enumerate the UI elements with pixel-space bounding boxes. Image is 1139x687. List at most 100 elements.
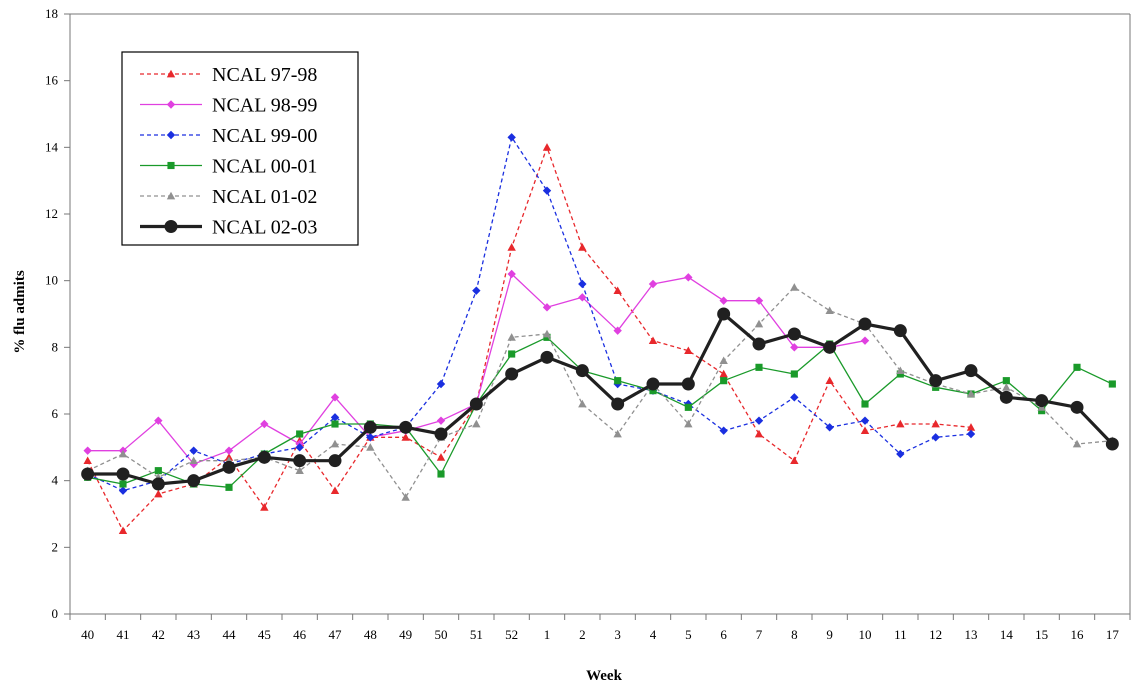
data-point-ncal-02-03 [999, 390, 1013, 404]
data-point-ncal-00-01 [508, 350, 516, 358]
data-point-ncal-98-99 [648, 279, 658, 289]
data-point-ncal-02-03 [81, 467, 95, 481]
x-tick-label: 45 [258, 627, 271, 642]
data-point-ncal-98-99 [613, 326, 622, 335]
data-point-ncal-02-03 [1105, 437, 1119, 451]
data-point-ncal-01-02 [684, 419, 693, 428]
x-tick-label: 51 [470, 627, 483, 642]
x-tick-label: 7 [756, 627, 763, 642]
legend-label-ncal-99-00: NCAL 99-00 [212, 125, 317, 147]
x-tick-label: 3 [614, 627, 621, 642]
series-ncal-98-99 [83, 269, 870, 469]
legend-label-ncal-01-02: NCAL 01-02 [212, 186, 317, 208]
data-point-ncal-97-98 [578, 243, 587, 251]
x-axis: 40 41 42 43 44 45 46 47 48 49 50 51 52 1 2 3 4 5 6 7 8 9 10 11 1… [69, 614, 1131, 642]
data-point-ncal-00-01 [119, 480, 127, 488]
data-point-ncal-02-03 [717, 307, 731, 321]
x-tick-label: 6 [720, 627, 727, 642]
legend-label-ncal-02-03: NCAL 02-03 [212, 217, 317, 239]
x-tick-label: 44 [223, 627, 237, 642]
x-tick-label: 46 [293, 627, 307, 642]
data-point-ncal-00-01 [861, 400, 869, 408]
data-point-ncal-01-02 [825, 306, 834, 315]
y-tick-label: 2 [52, 539, 59, 554]
data-point-ncal-97-98 [825, 376, 834, 385]
data-point-ncal-02-03 [257, 450, 271, 464]
data-point-ncal-98-99 [260, 419, 269, 429]
data-point-ncal-97-98 [860, 426, 870, 435]
data-point-ncal-00-01 [790, 370, 798, 378]
data-point-ncal-00-01 [614, 377, 622, 385]
x-tick-label: 11 [894, 627, 907, 642]
legend-swatch-marker-ncal-01-02 [166, 191, 176, 200]
data-point-ncal-01-02 [472, 419, 481, 428]
data-point-ncal-00-01 [684, 403, 692, 411]
data-point-ncal-02-03 [363, 420, 377, 434]
data-point-ncal-02-03 [681, 377, 695, 391]
legend: NCAL 97-98 NCAL 98-99 NCAL 99-00 NCAL 00-01… [121, 51, 359, 246]
data-point-ncal-97-98 [931, 419, 940, 428]
data-point-ncal-97-98 [330, 486, 340, 495]
x-tick-label: 15 [1035, 627, 1048, 642]
data-point-ncal-97-98 [507, 243, 516, 251]
data-point-ncal-01-02 [401, 493, 410, 501]
legend-swatch-marker-ncal-00-01 [167, 161, 175, 170]
data-point-ncal-98-99 [754, 296, 764, 305]
data-point-ncal-99-00 [330, 413, 340, 422]
data-point-ncal-02-03 [222, 460, 236, 474]
legend-label-ncal-97-98: NCAL 97-98 [212, 64, 317, 86]
data-point-ncal-01-02 [790, 283, 799, 291]
data-point-ncal-02-03 [1035, 394, 1049, 408]
x-tick-label: 5 [685, 627, 692, 642]
data-point-ncal-00-01 [649, 387, 657, 395]
data-point-ncal-01-02 [613, 429, 622, 438]
x-tick-label: 10 [859, 627, 872, 642]
data-point-ncal-98-99 [83, 446, 92, 455]
data-point-ncal-99-00 [366, 433, 375, 442]
data-point-ncal-97-98 [896, 419, 905, 428]
legend-swatch-marker-ncal-98-99 [166, 100, 176, 109]
data-point-ncal-01-02 [507, 333, 516, 341]
data-point-ncal-97-98 [648, 336, 658, 345]
data-point-ncal-02-03 [505, 367, 519, 381]
legend-swatch-marker-ncal-97-98 [166, 69, 176, 78]
data-point-ncal-99-00 [966, 429, 976, 439]
data-point-ncal-97-98 [719, 369, 728, 378]
legend-swatch-marker-ncal-99-00 [166, 130, 176, 140]
x-tick-label: 14 [1000, 627, 1014, 642]
x-tick-label: 1 [544, 627, 551, 642]
data-point-ncal-97-98 [154, 489, 163, 498]
series-ncal-00-01 [84, 333, 1116, 491]
data-point-ncal-99-00 [896, 449, 905, 459]
x-tick-label: 4 [650, 627, 657, 642]
data-point-ncal-99-00 [436, 379, 446, 389]
y-tick-label: 18 [45, 6, 58, 21]
data-point-ncal-97-98 [118, 526, 128, 535]
y-tick-label: 14 [45, 139, 59, 154]
data-point-ncal-00-01 [755, 363, 763, 371]
data-point-ncal-98-99 [542, 303, 552, 312]
data-point-ncal-98-99 [860, 336, 870, 345]
data-point-ncal-99-00 [754, 416, 764, 425]
data-point-ncal-98-99 [507, 269, 516, 279]
legend-label-ncal-98-99: NCAL 98-99 [212, 95, 317, 117]
data-point-ncal-01-02 [1072, 439, 1082, 448]
data-point-ncal-02-03 [151, 477, 165, 491]
x-tick-label: 12 [929, 627, 942, 642]
x-tick-label: 43 [187, 627, 200, 642]
data-point-ncal-98-99 [790, 343, 799, 352]
data-point-ncal-99-00 [295, 443, 304, 452]
y-tick-label: 12 [45, 206, 58, 221]
x-tick-label: 52 [505, 627, 518, 642]
legend-swatch-marker-ncal-02-03 [164, 220, 178, 233]
data-point-ncal-99-00 [790, 393, 799, 402]
y-tick-label: 16 [45, 73, 59, 88]
data-point-ncal-00-01 [1002, 377, 1010, 385]
data-point-ncal-98-99 [224, 446, 234, 455]
series-layer [81, 133, 1119, 535]
data-point-ncal-98-99 [436, 416, 446, 425]
data-point-ncal-02-03 [399, 420, 413, 434]
data-point-ncal-99-00 [507, 133, 516, 142]
data-point-ncal-98-99 [684, 273, 693, 282]
